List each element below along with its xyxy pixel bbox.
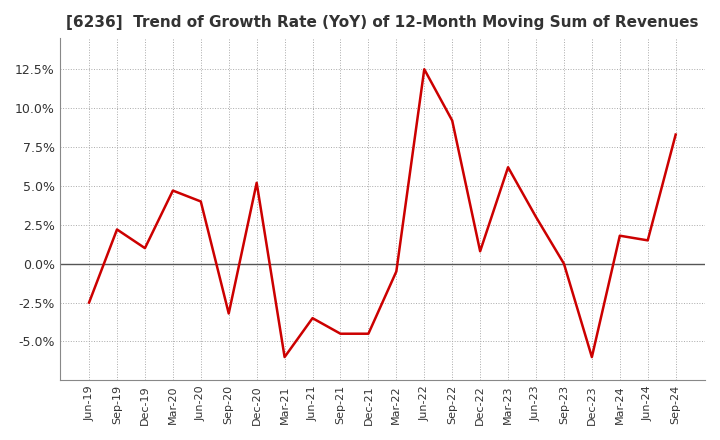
- Title: [6236]  Trend of Growth Rate (YoY) of 12-Month Moving Sum of Revenues: [6236] Trend of Growth Rate (YoY) of 12-…: [66, 15, 698, 30]
